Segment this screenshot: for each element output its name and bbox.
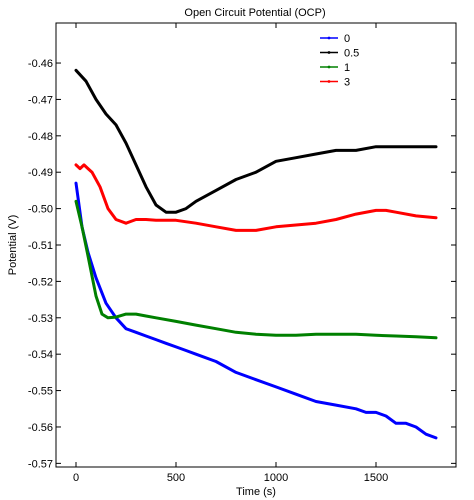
legend-marker (327, 80, 331, 83)
chart-title: Open Circuit Potential (OCP) (184, 7, 325, 19)
legend-marker (327, 36, 331, 40)
y-axis: -0.46 -0.47 -0.48 -0.49 -0.50 -0.51 -0.52 -0.53… (28, 58, 456, 470)
y-tick-label: -0.55 (28, 386, 53, 398)
y-tick-label: -0.57 (28, 458, 53, 470)
legend-marker (327, 51, 331, 54)
x-tick-label: 500 (167, 472, 185, 484)
series-line-3 (74, 163, 438, 232)
series-layer (74, 68, 438, 440)
legend-item: 1 (320, 62, 350, 74)
y-tick-label: -0.46 (28, 58, 53, 70)
y-tick-label: -0.50 (28, 204, 53, 216)
y-tick-label: -0.53 (28, 313, 53, 325)
legend-marker (327, 65, 331, 69)
series-line-1 (74, 199, 438, 340)
y-tick-label: -0.51 (28, 240, 53, 252)
legend-label: 3 (344, 77, 350, 89)
x-axis: 0 500 1000 1500 (73, 23, 388, 484)
x-tick-label: 0 (73, 472, 79, 484)
y-tick-label: -0.56 (28, 422, 53, 434)
plot-frame (55, 22, 457, 468)
legend-item: 0 (320, 33, 350, 45)
legend-label: 1 (344, 62, 350, 74)
series-line-0 (74, 181, 438, 440)
y-tick-label: -0.52 (28, 276, 53, 288)
legend: 0 0.5 1 3 (320, 33, 359, 89)
y-tick-label: -0.54 (28, 349, 53, 361)
legend-label: 0.5 (344, 48, 359, 60)
x-axis-title: Time (s) (236, 486, 276, 498)
y-axis-title: Potential (V) (7, 215, 19, 276)
y-tick-label: -0.49 (28, 167, 53, 179)
legend-item: 3 (320, 77, 350, 89)
legend-label: 0 (344, 33, 350, 45)
series-line-0_5 (74, 68, 438, 214)
y-tick-label: -0.47 (28, 94, 53, 106)
y-tick-label: -0.48 (28, 131, 53, 143)
legend-item: 0.5 (320, 48, 359, 60)
x-tick-label: 1500 (364, 472, 388, 484)
x-tick-label: 1000 (264, 472, 288, 484)
